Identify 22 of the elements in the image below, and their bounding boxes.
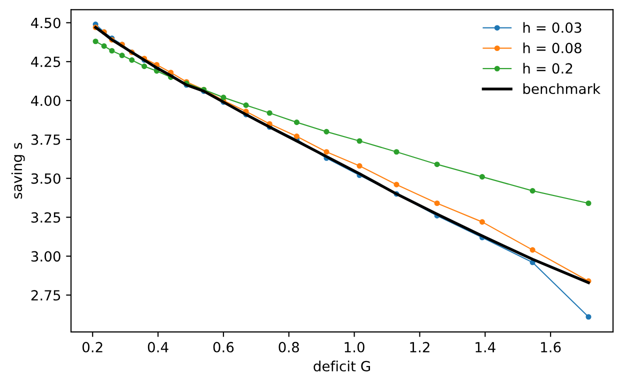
legend-label: h = 0.2 bbox=[523, 62, 572, 74]
x-tick-label: 0.2 bbox=[82, 342, 102, 352]
x-axis-title: deficit G bbox=[314, 360, 370, 372]
x-tick-label: 0.8 bbox=[278, 342, 299, 352]
y-tick-label: 2.75 bbox=[31, 290, 60, 301]
x-tick-label: 1.2 bbox=[410, 342, 430, 352]
legend-label: h = 0.03 bbox=[523, 22, 582, 33]
y-tick-label: 3.50 bbox=[31, 173, 60, 184]
y-tick-label: 3.75 bbox=[31, 134, 60, 145]
legend-label: benchmark bbox=[523, 83, 600, 94]
x-tick-label: 1.6 bbox=[541, 342, 561, 352]
y-tick-label: 3.00 bbox=[31, 251, 60, 262]
y-tick-label: 4.00 bbox=[31, 96, 60, 106]
x-tick-label: 0.4 bbox=[148, 342, 168, 352]
y-axis-title: saving s bbox=[11, 142, 25, 199]
x-tick-label: 1.0 bbox=[344, 342, 364, 352]
legend-label: h = 0.08 bbox=[523, 42, 582, 54]
x-tick-label: 1.4 bbox=[476, 342, 496, 352]
y-tick-label: 4.25 bbox=[31, 56, 60, 68]
y-tick-label: 4.50 bbox=[31, 18, 60, 28]
y-tick-label: 3.25 bbox=[31, 212, 60, 223]
x-tick-label: 0.6 bbox=[213, 342, 234, 352]
